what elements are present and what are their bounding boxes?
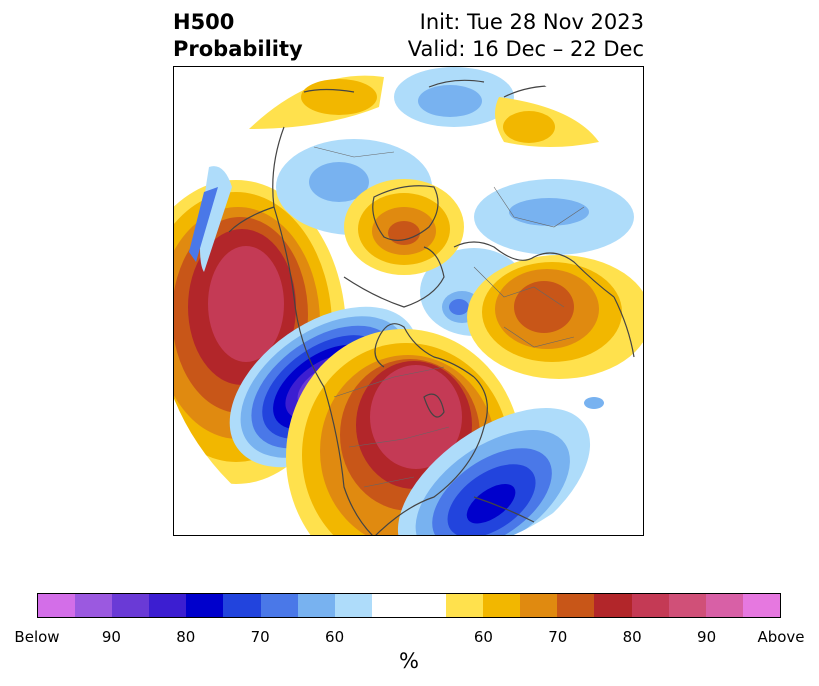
map-title-right: Init: Tue 28 Nov 2023 Valid: 16 Dec – 22… xyxy=(408,9,644,63)
colorbar-segment-18 xyxy=(705,594,743,617)
colorbar-segment-13 xyxy=(520,594,558,617)
probability-map xyxy=(173,66,644,536)
colorbar xyxy=(37,593,781,618)
colorbar-segment-9 xyxy=(371,594,409,617)
colorbar-segment-8 xyxy=(334,594,372,617)
title-variable: H500 xyxy=(173,10,235,34)
colorbar-segment-5 xyxy=(223,594,261,617)
anomaly-below-atlantic xyxy=(397,408,591,535)
anomaly-below-small xyxy=(584,397,604,409)
title-product: Probability xyxy=(173,37,303,61)
colorbar-segment-3 xyxy=(149,594,187,617)
colorbar-segment-6 xyxy=(260,594,298,617)
colorbar-tick-label: 80 xyxy=(622,628,642,646)
colorbar-segment-0 xyxy=(38,594,76,617)
colorbar-tick-label: 70 xyxy=(250,628,270,646)
init-date: Init: Tue 28 Nov 2023 xyxy=(419,10,644,34)
colorbar-segment-7 xyxy=(297,594,335,617)
colorbar-tick-label: Below xyxy=(14,628,60,646)
colorbar-segment-4 xyxy=(186,594,224,617)
colorbar-segment-14 xyxy=(557,594,595,617)
coastlines xyxy=(228,79,635,535)
colorbar-segment-12 xyxy=(483,594,521,617)
colorbar-unit-label: % xyxy=(399,649,419,673)
valid-range: Valid: 16 Dec – 22 Dec xyxy=(407,37,644,61)
colorbar-segment-17 xyxy=(668,594,706,617)
borders xyxy=(313,146,585,488)
colorbar-segment-16 xyxy=(631,594,669,617)
colorbar-tick-label: 70 xyxy=(548,628,568,646)
anomaly-above-north xyxy=(249,75,643,379)
map-graphic xyxy=(174,67,643,535)
colorbar-tick-label: Above xyxy=(757,628,805,646)
colorbar-tick-label: 80 xyxy=(176,628,196,646)
colorbar-segment-15 xyxy=(594,594,632,617)
colorbar-tick-label: 60 xyxy=(473,628,493,646)
colorbar-segment-11 xyxy=(446,594,484,617)
map-title-left: H500 Probability xyxy=(173,9,303,63)
colorbar-tick-label: 90 xyxy=(697,628,717,646)
colorbar-segment-19 xyxy=(742,594,780,617)
colorbar-tick-label: 60 xyxy=(325,628,345,646)
colorbar-segment-10 xyxy=(408,594,447,617)
colorbar-tick-label: 90 xyxy=(101,628,121,646)
colorbar-segment-2 xyxy=(112,594,150,617)
colorbar-segment-1 xyxy=(75,594,113,617)
